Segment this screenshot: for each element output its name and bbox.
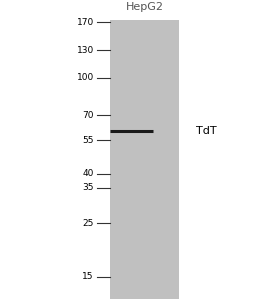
Text: HepG2: HepG2: [126, 2, 164, 12]
Text: 25: 25: [83, 219, 94, 228]
Text: 35: 35: [82, 183, 94, 192]
Text: 15: 15: [82, 272, 94, 281]
Text: 55: 55: [82, 136, 94, 145]
Bar: [110, 20, 179, 298]
Text: 100: 100: [77, 73, 94, 82]
Text: 70: 70: [82, 111, 94, 120]
Text: TdT: TdT: [196, 126, 217, 136]
Text: 40: 40: [83, 169, 94, 178]
Text: 170: 170: [77, 18, 94, 27]
Text: 130: 130: [77, 46, 94, 55]
